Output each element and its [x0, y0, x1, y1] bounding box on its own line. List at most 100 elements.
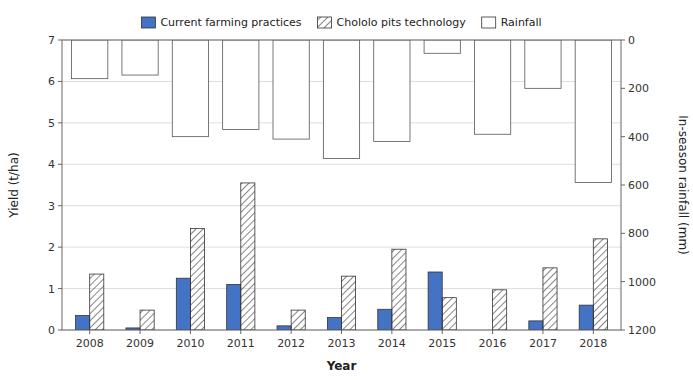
yield-bar [277, 326, 291, 330]
y2-tick-label: 1200 [628, 324, 656, 337]
yield-bar [392, 249, 406, 330]
yield-bar [291, 310, 305, 330]
y2-tick [621, 88, 625, 89]
y-tick [58, 205, 62, 206]
yield-bar [327, 318, 341, 330]
y-tick [58, 40, 62, 41]
rainfall-bar [273, 40, 309, 139]
y-tick [58, 81, 62, 82]
legend-item: Current farming practices [141, 16, 301, 29]
y2-axis-label: In-season rainfall (mm) [676, 115, 690, 255]
x-tick [442, 330, 443, 334]
yield-bar [493, 290, 507, 330]
y2-tick-label: 200 [628, 82, 649, 95]
rainfall-bar [122, 40, 158, 75]
x-tick [291, 330, 292, 334]
x-tick [593, 330, 594, 334]
y-tick [58, 122, 62, 123]
rainfall-bar [525, 40, 561, 88]
x-tick-label: 2009 [126, 337, 154, 350]
yield-bar [241, 183, 255, 330]
x-tick-label: 2013 [328, 337, 356, 350]
y2-tick [621, 185, 625, 186]
y-tick-label: 2 [48, 241, 55, 254]
legend-label: Current farming practices [160, 16, 301, 29]
rainfall-bar [172, 40, 208, 137]
legend: Current farming practices Chololo pits te… [141, 16, 541, 29]
legend-item: Rainfall [482, 16, 542, 29]
plot-area [72, 40, 612, 330]
x-tick [492, 330, 493, 334]
yield-bar [176, 278, 190, 330]
yield-bar [342, 276, 356, 330]
y-tick-label: 1 [48, 283, 55, 296]
yield-bar [190, 229, 204, 331]
plot-frame [62, 40, 621, 330]
x-tick [190, 330, 191, 334]
x-tick-label: 2015 [428, 337, 456, 350]
x-tick-label: 2010 [176, 337, 204, 350]
x-axis-label: Year [326, 359, 357, 373]
x-tick-label: 2011 [227, 337, 255, 350]
yield-bar [543, 268, 557, 330]
yield-bar [442, 298, 456, 330]
yield-bar [529, 321, 543, 330]
x-tick-label: 2014 [378, 337, 406, 350]
y-tick-label: 4 [48, 158, 55, 171]
x-tick [89, 330, 90, 334]
y2-tick-label: 1000 [628, 276, 656, 289]
x-tick-label: 2008 [76, 337, 104, 350]
x-tick [542, 330, 543, 334]
yield-bar [428, 272, 442, 330]
x-tick-label: 2012 [277, 337, 305, 350]
y2-tick-label: 600 [628, 179, 649, 192]
rainfall-bar [424, 40, 460, 53]
y-tick-label: 5 [48, 117, 55, 130]
rainfall-bar [575, 40, 611, 183]
legend-swatch [318, 17, 332, 28]
rainfall-bar [374, 40, 410, 142]
rainfall-bar [223, 40, 259, 129]
x-tick-label: 2016 [479, 337, 507, 350]
y2-tick [621, 330, 625, 331]
yield-bar [140, 310, 154, 330]
x-tick-label: 2017 [529, 337, 557, 350]
legend-swatch [482, 17, 496, 28]
yield-bar [579, 305, 593, 330]
y-tick [58, 288, 62, 289]
y-tick [58, 247, 62, 248]
yield-bar [378, 309, 392, 330]
grid-line [62, 164, 621, 165]
y2-tick-label: 800 [628, 227, 649, 240]
legend-label: Chololo pits technology [337, 16, 467, 29]
x-tick [240, 330, 241, 334]
y-axis-label: Yield (t/ha) [7, 152, 21, 218]
legend-swatch [141, 17, 155, 28]
x-tick [391, 330, 392, 334]
x-tick-label: 2018 [579, 337, 607, 350]
rainfall-bar [323, 40, 359, 158]
rainfall-bar [72, 40, 108, 79]
y2-tick [621, 281, 625, 282]
chart: 0123456702004006008001000120020082009201… [0, 0, 693, 380]
y-tick-label: 3 [48, 200, 55, 213]
y2-tick [621, 40, 625, 41]
y-tick [58, 330, 62, 331]
y-tick-label: 6 [48, 75, 55, 88]
rainfall-bar [474, 40, 510, 134]
x-tick [341, 330, 342, 334]
legend-label: Rainfall [501, 16, 542, 29]
yield-bar [593, 239, 607, 330]
y2-tick [621, 233, 625, 234]
y-tick-label: 0 [48, 324, 55, 337]
y2-tick-label: 400 [628, 131, 649, 144]
x-tick [140, 330, 141, 334]
yield-bar [76, 316, 90, 331]
legend-item: Chololo pits technology [318, 16, 467, 29]
yield-bar [90, 274, 104, 330]
yield-bar [227, 284, 241, 330]
y2-tick-label: 0 [628, 34, 635, 47]
grid-line [62, 205, 621, 206]
grid-line [62, 247, 621, 248]
y-tick [58, 164, 62, 165]
